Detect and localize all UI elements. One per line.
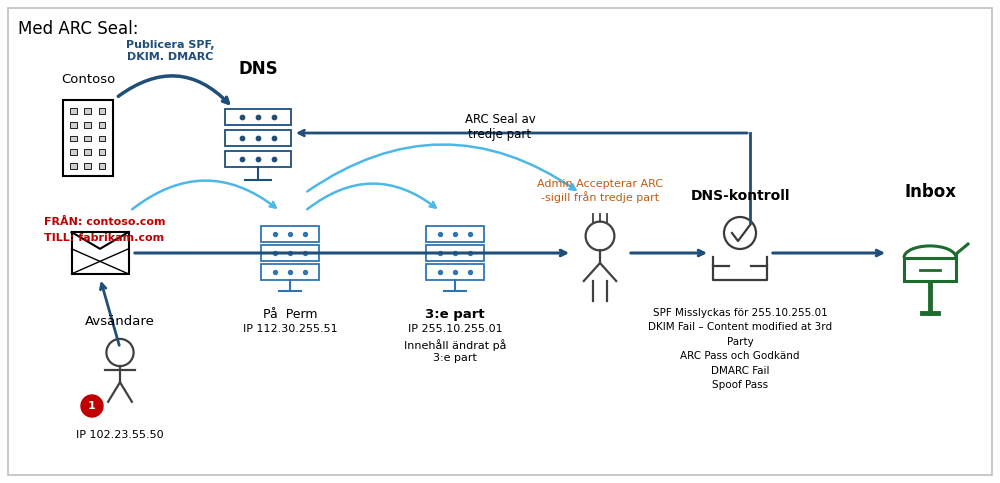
Text: Admin Accepterar ARC
-sigill från tredje part: Admin Accepterar ARC -sigill från tredje… xyxy=(537,179,663,203)
FancyBboxPatch shape xyxy=(84,122,91,128)
FancyBboxPatch shape xyxy=(261,264,319,280)
FancyBboxPatch shape xyxy=(225,129,291,146)
FancyBboxPatch shape xyxy=(70,136,77,142)
Text: ARC Seal av
tredje part: ARC Seal av tredje part xyxy=(465,113,535,141)
Text: SPF Misslyckas för 255.10.255.01
DKIM Fail – Content modified at 3rd
Party
ARC P: SPF Misslyckas för 255.10.255.01 DKIM Fa… xyxy=(648,308,832,390)
FancyBboxPatch shape xyxy=(84,108,91,114)
Text: Contoso: Contoso xyxy=(61,73,115,86)
Text: 1: 1 xyxy=(88,401,96,411)
FancyBboxPatch shape xyxy=(84,163,91,169)
FancyBboxPatch shape xyxy=(70,108,77,114)
Text: IP 255.10.255.01: IP 255.10.255.01 xyxy=(408,324,502,334)
Text: TILL: fabrikam.com: TILL: fabrikam.com xyxy=(44,233,164,243)
FancyBboxPatch shape xyxy=(63,100,113,176)
FancyBboxPatch shape xyxy=(426,264,484,280)
Text: DNS-kontroll: DNS-kontroll xyxy=(690,189,790,203)
FancyBboxPatch shape xyxy=(261,245,319,261)
Text: FRÅN: contoso.com: FRÅN: contoso.com xyxy=(44,217,166,227)
FancyBboxPatch shape xyxy=(84,136,91,142)
Text: IP 102.23.55.50: IP 102.23.55.50 xyxy=(76,430,164,440)
Text: Avsändare: Avsändare xyxy=(85,315,155,328)
FancyBboxPatch shape xyxy=(225,151,291,168)
Text: DNS: DNS xyxy=(238,60,278,78)
Text: 3:e part: 3:e part xyxy=(425,308,485,321)
FancyBboxPatch shape xyxy=(84,149,91,155)
FancyBboxPatch shape xyxy=(8,8,992,475)
Text: IP 112.30.255.51: IP 112.30.255.51 xyxy=(243,324,337,334)
FancyBboxPatch shape xyxy=(261,227,319,242)
Text: Inbox: Inbox xyxy=(904,183,956,201)
FancyBboxPatch shape xyxy=(99,163,105,169)
FancyBboxPatch shape xyxy=(99,122,105,128)
FancyBboxPatch shape xyxy=(99,136,105,142)
FancyBboxPatch shape xyxy=(99,108,105,114)
FancyBboxPatch shape xyxy=(426,245,484,261)
Text: På  Perm: På Perm xyxy=(263,308,317,321)
FancyBboxPatch shape xyxy=(904,257,956,281)
FancyBboxPatch shape xyxy=(72,232,128,274)
FancyBboxPatch shape xyxy=(70,163,77,169)
Text: Publicera SPF,
DKIM. DMARC: Publicera SPF, DKIM. DMARC xyxy=(126,41,214,62)
FancyBboxPatch shape xyxy=(426,227,484,242)
FancyBboxPatch shape xyxy=(70,122,77,128)
FancyBboxPatch shape xyxy=(99,149,105,155)
Text: Innehåll ändrat på
3:e part: Innehåll ändrat på 3:e part xyxy=(404,339,506,363)
Circle shape xyxy=(81,395,103,417)
Text: Med ARC Seal:: Med ARC Seal: xyxy=(18,20,138,38)
FancyBboxPatch shape xyxy=(225,109,291,126)
FancyBboxPatch shape xyxy=(70,149,77,155)
